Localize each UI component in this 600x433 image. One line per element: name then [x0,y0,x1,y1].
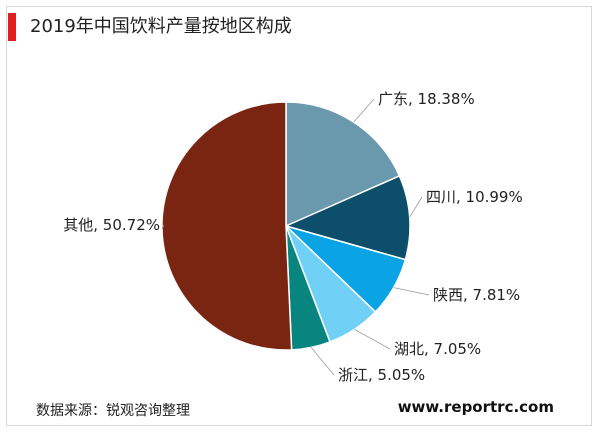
leader-line-1 [353,98,375,123]
slice-label-4: 湖北, 7.05% [394,340,481,358]
slice-label-2: 四川, 10.99% [426,188,523,206]
leader-line-5 [310,347,335,376]
leader-line-6 [161,224,165,229]
slice-label-3: 陕西, 7.81% [433,286,520,304]
source-note: 数据来源：锐观咨询整理 [36,403,190,419]
leader-line-3 [393,287,430,296]
title-accent-bar [8,13,16,41]
slice-label-6: 其他, 50.72% [63,216,160,234]
chart-title: 2019年中国饮料产量按地区构成 [30,16,292,37]
pie-slice-2 [283,174,411,261]
pie-slice-1 [285,101,401,228]
leader-line-2 [409,196,423,218]
slice-label-5: 浙江, 5.05% [338,366,425,384]
slice-label-1: 广东, 18.38% [378,90,475,108]
website-url: www.reportrc.com [397,398,554,416]
pie-slice-6 [161,101,293,351]
leader-line-4 [354,329,391,350]
